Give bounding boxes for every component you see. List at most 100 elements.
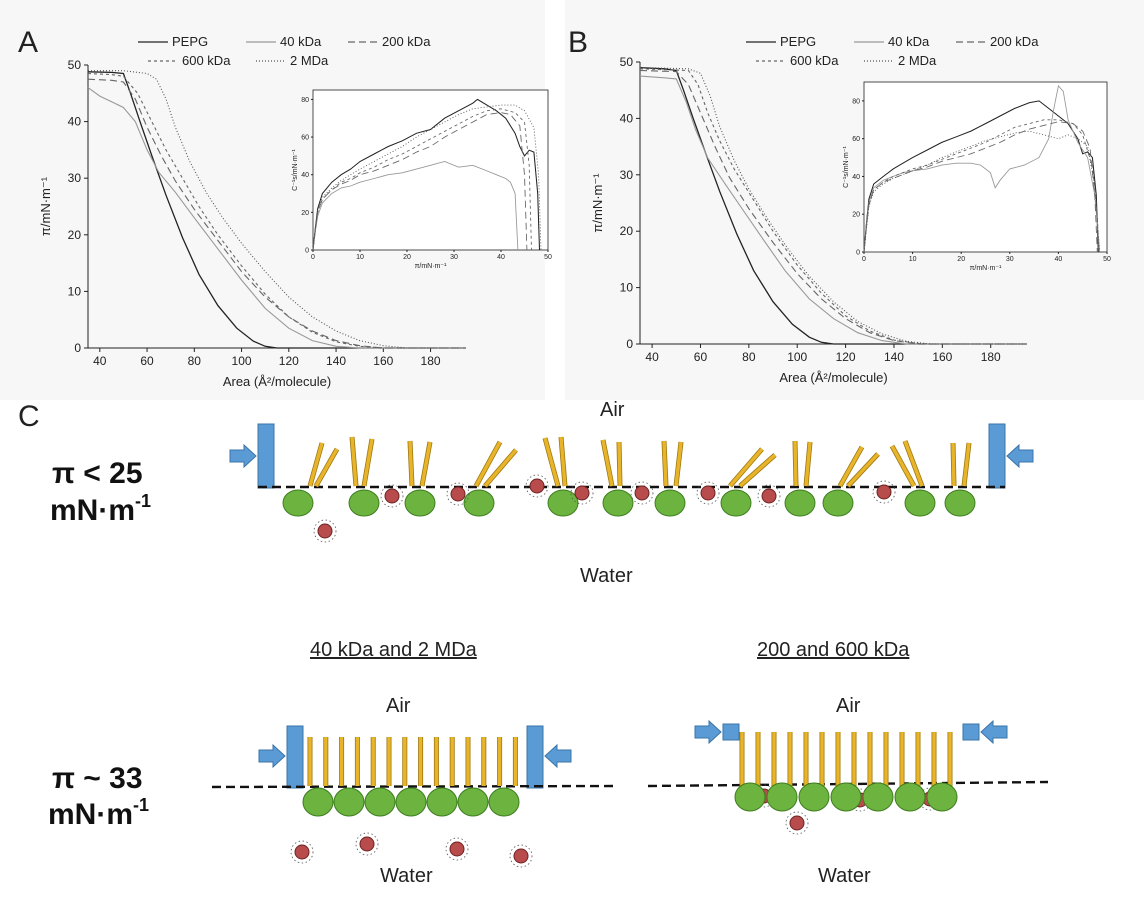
schematic-shapes bbox=[211, 423, 1049, 868]
chart-a-inset-y-tick-label: 60 bbox=[301, 135, 309, 142]
chart-b-inset-series-600-kda bbox=[863, 119, 1100, 253]
interface-line bbox=[211, 784, 614, 789]
barrier bbox=[286, 725, 304, 789]
bottom-left-water-label: Water bbox=[380, 865, 433, 887]
bottom-pressure-unit: mN·m bbox=[48, 798, 133, 831]
polymer-core bbox=[529, 478, 545, 494]
lipid-head bbox=[457, 787, 489, 817]
lipid-tail bbox=[838, 446, 864, 487]
lipid-head bbox=[654, 489, 686, 517]
lipid-head bbox=[798, 782, 830, 812]
chart-a-legend-label: 600 kDa bbox=[182, 53, 231, 68]
chart-a-inset-series-600-kda bbox=[312, 108, 532, 251]
barrier bbox=[988, 423, 1006, 489]
chart-a-inset-y-tick-label: 20 bbox=[301, 210, 309, 217]
top-air-label: Air bbox=[600, 399, 625, 421]
chart-b-y-tick-label: 10 bbox=[620, 281, 634, 295]
polymer-core bbox=[450, 486, 466, 502]
chart-a-x-tick-label: 180 bbox=[421, 354, 441, 368]
chart-a-inset-y-tick-label: 40 bbox=[301, 172, 309, 179]
lipid-head bbox=[364, 787, 396, 817]
panel-a-letter: A bbox=[18, 26, 38, 59]
chart-a-inset-x-label: π/mN·m⁻¹ bbox=[415, 263, 448, 270]
polymer-halo bbox=[446, 482, 470, 506]
chart-a-x-tick-label: 40 bbox=[93, 354, 107, 368]
polymer-particle bbox=[757, 484, 781, 508]
lipid-head bbox=[302, 787, 334, 817]
lipid-head bbox=[282, 489, 314, 517]
chart-a-series-2-mda bbox=[88, 70, 466, 349]
top-pressure-unit: mN·m bbox=[50, 494, 135, 527]
polymer-particle bbox=[630, 481, 654, 505]
chart-b-inset-series-pepg bbox=[863, 100, 1099, 253]
lipid-tail bbox=[728, 447, 764, 488]
polymer-halo bbox=[757, 484, 781, 508]
chart-b-legend-label: 200 kDa bbox=[990, 34, 1039, 49]
chart-a-inset-series-40-kda bbox=[312, 161, 519, 251]
polymer-particle bbox=[355, 832, 379, 856]
chart-b-y-tick-label: 30 bbox=[620, 168, 634, 182]
chart-a-inset-frame bbox=[312, 89, 549, 251]
lipid-tail bbox=[474, 441, 502, 487]
chart-b-series-pepg bbox=[639, 66, 1027, 345]
compression-arrow bbox=[258, 743, 286, 769]
chart-a-inset-y-label: C⁻¹s/mN·m⁻¹ bbox=[292, 149, 299, 191]
lipid-head bbox=[784, 489, 816, 517]
top-pressure-unit-group: mN·m-1 bbox=[50, 491, 151, 527]
chart-b-inset-x-tick-label: 10 bbox=[909, 256, 917, 263]
chart-a-series-pepg bbox=[87, 71, 466, 349]
polymer-particle bbox=[872, 480, 896, 504]
polymer-halo bbox=[380, 484, 404, 508]
polymer-core bbox=[634, 485, 650, 501]
polymer-halo bbox=[570, 481, 594, 505]
polymer-core bbox=[876, 484, 892, 500]
lipid-tail bbox=[308, 442, 324, 487]
lipid-tail bbox=[846, 452, 880, 488]
polymer-halo bbox=[509, 844, 533, 868]
chart-b-x-tick-label: 60 bbox=[694, 350, 708, 364]
chart-b-inset-series-2-mda bbox=[863, 130, 1101, 253]
polymer-core bbox=[700, 485, 716, 501]
chart-b-inset-frame bbox=[863, 81, 1108, 253]
bottom-right-water-label: Water bbox=[818, 865, 871, 887]
lipid-tail bbox=[890, 445, 916, 487]
chart-a-x-tick-label: 160 bbox=[373, 354, 393, 368]
polymer-particle bbox=[446, 482, 470, 506]
chart-b-inset-x-tick-label: 30 bbox=[1006, 256, 1014, 263]
lipid-head bbox=[348, 489, 380, 517]
lipid-head bbox=[904, 489, 936, 517]
chart-a-inset-x-tick-label: 0 bbox=[311, 254, 315, 261]
polymer-particle bbox=[509, 844, 533, 868]
panel-c-letter: C bbox=[18, 400, 40, 433]
barrier bbox=[962, 723, 980, 741]
polymer-particle bbox=[445, 837, 469, 861]
lipid-tail bbox=[793, 440, 798, 487]
panel-c-schematic: C Air Water π < 25 mN·m-1 π ~ 33 mN·m-1 … bbox=[18, 399, 1049, 887]
chart-b-x-tick-label: 120 bbox=[836, 350, 856, 364]
chart-b-x-tick-label: 40 bbox=[645, 350, 659, 364]
chart-a-y-tick-label: 50 bbox=[68, 58, 82, 72]
polymer-core bbox=[449, 841, 465, 857]
chart-a-inset-series-2-mda bbox=[312, 104, 542, 251]
chart-b-inset-y-tick-label: 60 bbox=[852, 136, 860, 143]
bottom-right-heading: 200 and 600 kDa bbox=[757, 639, 910, 661]
chart-b-y-tick-label: 20 bbox=[620, 224, 634, 238]
chart-a-inset-x-tick-label: 40 bbox=[497, 254, 505, 261]
polymer-halo bbox=[313, 519, 337, 543]
chart-a-y-tick-label: 40 bbox=[68, 115, 82, 129]
lipid-tail bbox=[662, 440, 668, 487]
compression-arrow bbox=[544, 743, 572, 769]
chart-b-inset-x-tick-label: 50 bbox=[1103, 256, 1111, 263]
compression-arrow bbox=[980, 719, 1008, 745]
chart-b-inset-x-tick-label: 20 bbox=[957, 256, 965, 263]
chart-a-y-tick-label: 0 bbox=[74, 341, 81, 355]
chart-a-legend-label: 2 MDa bbox=[290, 53, 329, 68]
chart-a-y-tick-label: 20 bbox=[68, 228, 82, 242]
chart-b-legend-label: 2 MDa bbox=[898, 53, 937, 68]
chart-b-x-tick-label: 80 bbox=[742, 350, 756, 364]
chart-a-inset-x-tick-label: 10 bbox=[356, 254, 364, 261]
chart-b-legend-label: PEPG bbox=[780, 34, 816, 49]
polymer-particle bbox=[525, 474, 549, 498]
chart-a-inset-y-tick-label: 80 bbox=[301, 97, 309, 104]
